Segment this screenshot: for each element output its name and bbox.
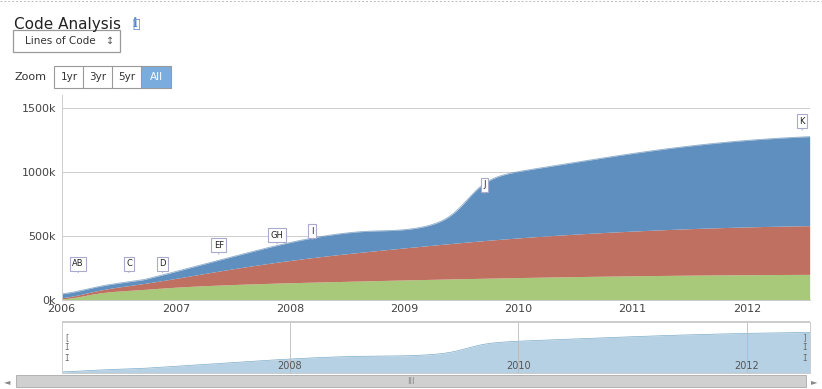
Text: Code Analysis: Code Analysis — [14, 17, 121, 32]
FancyBboxPatch shape — [83, 66, 113, 88]
Text: 2010: 2010 — [506, 361, 531, 371]
FancyBboxPatch shape — [141, 66, 171, 88]
Text: ◄: ◄ — [4, 377, 11, 386]
Text: EF: EF — [214, 241, 224, 254]
Text: ↕: ↕ — [106, 36, 114, 46]
Text: ]
I
I: ] I I — [803, 333, 807, 363]
Text: AB: AB — [72, 259, 84, 273]
Text: 3yr: 3yr — [90, 72, 107, 82]
Text: All: All — [150, 72, 163, 82]
Text: 2012: 2012 — [735, 361, 760, 371]
Text: I: I — [311, 226, 313, 240]
Text: 5yr: 5yr — [118, 72, 136, 82]
Text: C: C — [126, 259, 132, 273]
FancyBboxPatch shape — [112, 66, 142, 88]
Text: ►: ► — [811, 377, 818, 386]
Text: ℹ: ℹ — [133, 17, 138, 30]
Bar — [16, 375, 806, 387]
FancyBboxPatch shape — [13, 30, 120, 52]
Text: 2007: 2007 — [162, 304, 190, 314]
Text: J: J — [483, 180, 486, 194]
FancyBboxPatch shape — [54, 66, 84, 88]
Text: III: III — [407, 377, 415, 386]
Text: 2009: 2009 — [390, 304, 418, 314]
Text: 2008: 2008 — [278, 361, 302, 371]
Text: ⓘ: ⓘ — [132, 18, 140, 31]
Text: D: D — [159, 259, 166, 273]
Text: 1yr: 1yr — [61, 72, 77, 82]
Text: GH: GH — [270, 231, 284, 244]
Text: 2006: 2006 — [48, 304, 76, 314]
Text: 2011: 2011 — [619, 304, 647, 314]
Text: 2008: 2008 — [276, 304, 304, 314]
Text: Lines of Code: Lines of Code — [25, 36, 96, 46]
Text: Zoom: Zoom — [14, 72, 46, 82]
Text: K: K — [800, 117, 805, 130]
Text: 2012: 2012 — [732, 304, 761, 314]
Text: 2010: 2010 — [505, 304, 533, 314]
Text: [
I
I: [ I I — [64, 333, 68, 363]
